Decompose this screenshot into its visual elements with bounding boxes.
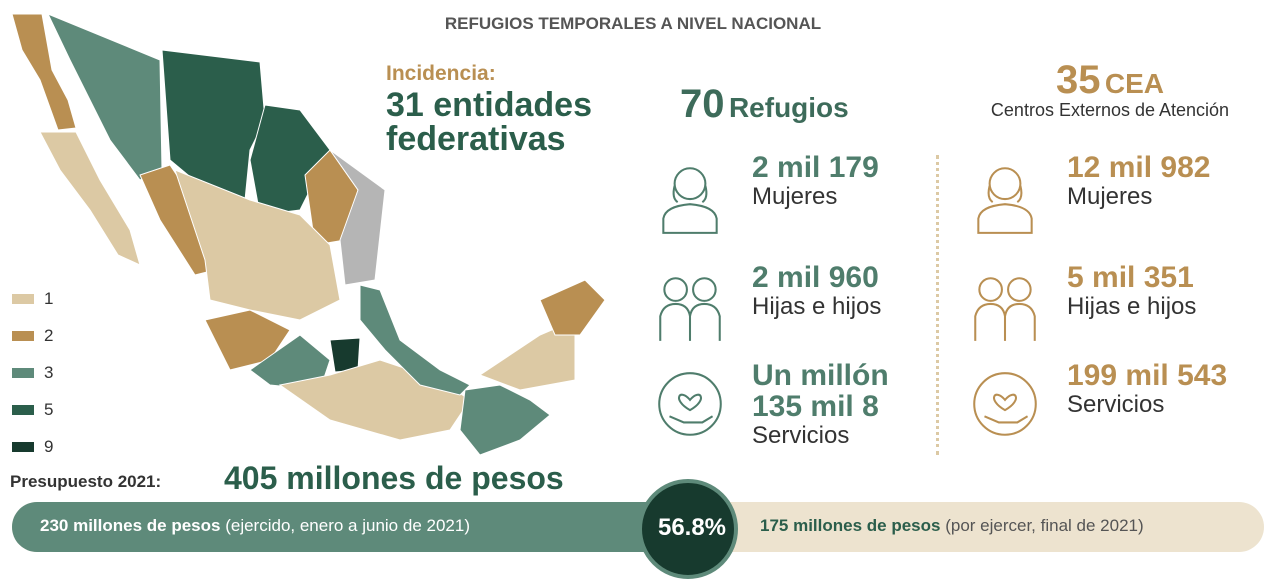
incidence-value: 31 entidades federativas [386, 86, 592, 158]
stat-label: Hijas e hijos [1067, 293, 1197, 320]
icon-shape [1007, 277, 1032, 302]
icon-shape [669, 393, 714, 424]
refugios-number: 70 [680, 82, 725, 126]
icon-shape [978, 277, 1003, 302]
stat-label: Hijas e hijos [752, 293, 882, 320]
icon-shape [673, 167, 707, 201]
legend-label: 2 [44, 325, 54, 345]
budget-total: 405 millones de pesos [224, 460, 564, 496]
icon-shape [659, 302, 721, 341]
budget-remaining: 175 millones de pesos (por ejercer, fina… [760, 516, 1144, 536]
cea-heading: 35 CEA [960, 58, 1260, 103]
map-region [478, 319, 576, 391]
map-region [249, 334, 331, 391]
budget-label: Presupuesto 2021: [10, 472, 162, 491]
icon-shape [662, 185, 718, 234]
budget-spent: 230 millones de pesos (ejercido, enero a… [40, 516, 470, 536]
legend-label: 3 [44, 362, 54, 382]
stat: 2 mil 960 Hijas e hijos [752, 262, 881, 321]
icon-shape [663, 277, 688, 302]
icon-shape [988, 167, 1022, 201]
spent-amount: 230 millones de pesos [40, 516, 221, 535]
stat-label: Mujeres [1067, 183, 1153, 210]
stat-value: 2 mil 960 [752, 261, 879, 294]
map-region [46, 13, 163, 181]
legend-item: 5 [12, 391, 53, 428]
icon-shape [974, 302, 1036, 341]
stat: 5 mil 351 Hijas e hijos [1067, 262, 1196, 321]
icon-shape [658, 372, 722, 436]
spent-note: (ejercido, enero a junio de 2021) [225, 516, 470, 535]
icon-shape [977, 185, 1033, 234]
cea-number: 35 [1055, 58, 1101, 102]
stat: Un millón 135 mil 8 Servicios [752, 360, 932, 450]
icon-shape [973, 372, 1037, 436]
legend-item: 1 [12, 280, 53, 317]
map-region [329, 149, 386, 286]
remaining-note: (por ejercer, final de 2021) [945, 516, 1144, 535]
map-region [539, 279, 606, 336]
budget-spent-bar [12, 502, 652, 552]
stat-label: Servicios [752, 422, 850, 449]
legend-item: 9 [12, 428, 53, 465]
cea-subtitle: Centros Externos de Atención [990, 100, 1230, 120]
icon [977, 167, 1033, 234]
legend-label: 5 [44, 399, 54, 419]
incidence-label: Incidencia: [386, 62, 496, 85]
icon [662, 167, 718, 234]
stat: 199 mil 543 Servicios [1067, 360, 1227, 419]
legend: 1 2 3 5 9 [12, 280, 53, 465]
map-region [204, 309, 291, 371]
stat-label: Mujeres [752, 183, 838, 210]
title: REFUGIOS TEMPORALES A NIVEL NACIONAL [444, 14, 822, 33]
stat-label: Servicios [1067, 391, 1165, 418]
legend-item: 3 [12, 354, 53, 391]
map-region [11, 13, 77, 131]
legend-swatch [12, 367, 34, 378]
legend-label: 9 [44, 436, 54, 456]
legend-swatch [12, 330, 34, 341]
legend-item: 2 [12, 317, 53, 354]
icon [658, 372, 722, 436]
icon [973, 372, 1037, 436]
icon [659, 277, 721, 341]
divider [936, 155, 939, 455]
cea-label: CEA [1104, 68, 1165, 99]
legend-swatch [12, 404, 34, 415]
map [11, 13, 606, 456]
stat-value: 199 mil 543 [1067, 359, 1228, 392]
map-region [459, 384, 551, 456]
legend-swatch [12, 441, 34, 452]
refugios-label: Refugios [728, 92, 849, 123]
icon-shape [692, 277, 717, 302]
stat-value: 12 mil 982 [1067, 151, 1211, 184]
percent-circle [638, 479, 738, 579]
refugios-heading: 70 Refugios [680, 82, 849, 127]
icon-shape [984, 393, 1029, 424]
budget-percent: 56.8% [657, 514, 727, 541]
stat: 2 mil 179 Mujeres [752, 152, 879, 211]
remaining-amount: 175 millones de pesos [760, 516, 941, 535]
legend-label: 1 [44, 288, 54, 308]
map-region [161, 49, 266, 201]
map-region [39, 131, 141, 266]
map-region [174, 169, 341, 321]
legend-swatch [12, 293, 34, 304]
stat-value: Un millón 135 mil 8 [752, 359, 889, 423]
stat-value: 5 mil 351 [1067, 261, 1194, 294]
stat-value: 2 mil 179 [752, 151, 879, 184]
stat: 12 mil 982 Mujeres [1067, 152, 1210, 211]
icon [974, 277, 1036, 341]
